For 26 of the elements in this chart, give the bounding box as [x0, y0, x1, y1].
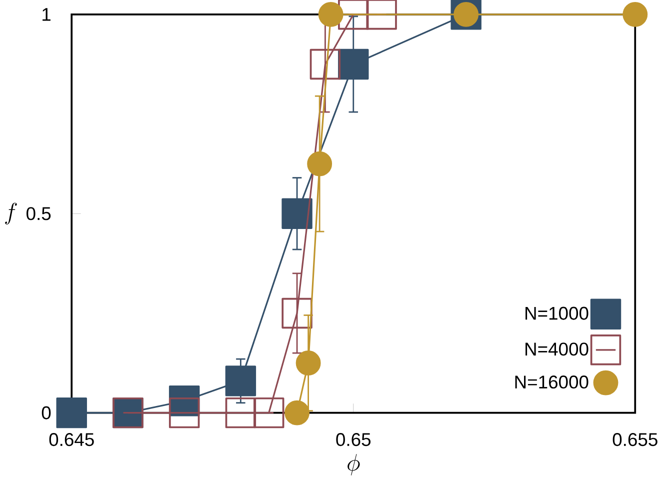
x-tick-label: 0.655: [612, 433, 658, 446]
point: [282, 198, 312, 229]
point: [318, 2, 344, 27]
y-tick-label: 0.5: [26, 207, 51, 220]
x-axis-title: $\phi$: [348, 454, 360, 476]
point: [338, 48, 369, 80]
point: [622, 2, 648, 27]
point: [284, 400, 310, 426]
point: [225, 366, 256, 396]
point: [168, 397, 200, 428]
point: [366, 0, 397, 30]
point: [225, 397, 256, 428]
point: [310, 48, 341, 80]
x-tick-label: 0.65: [336, 433, 371, 446]
y-axis-title: $f$: [5, 202, 17, 224]
legend-label: N=4000: [526, 342, 588, 356]
y-tick-label: 0: [42, 406, 51, 420]
point: [307, 151, 332, 176]
y-tick-label: 1: [42, 8, 50, 21]
point: [253, 397, 284, 428]
point: [296, 350, 321, 376]
point: [56, 397, 87, 428]
legend-label: N=1000: [526, 306, 588, 320]
x-tick-label: 0.645: [49, 433, 94, 446]
legend-label: N=16000: [515, 376, 588, 389]
point: [282, 298, 312, 329]
